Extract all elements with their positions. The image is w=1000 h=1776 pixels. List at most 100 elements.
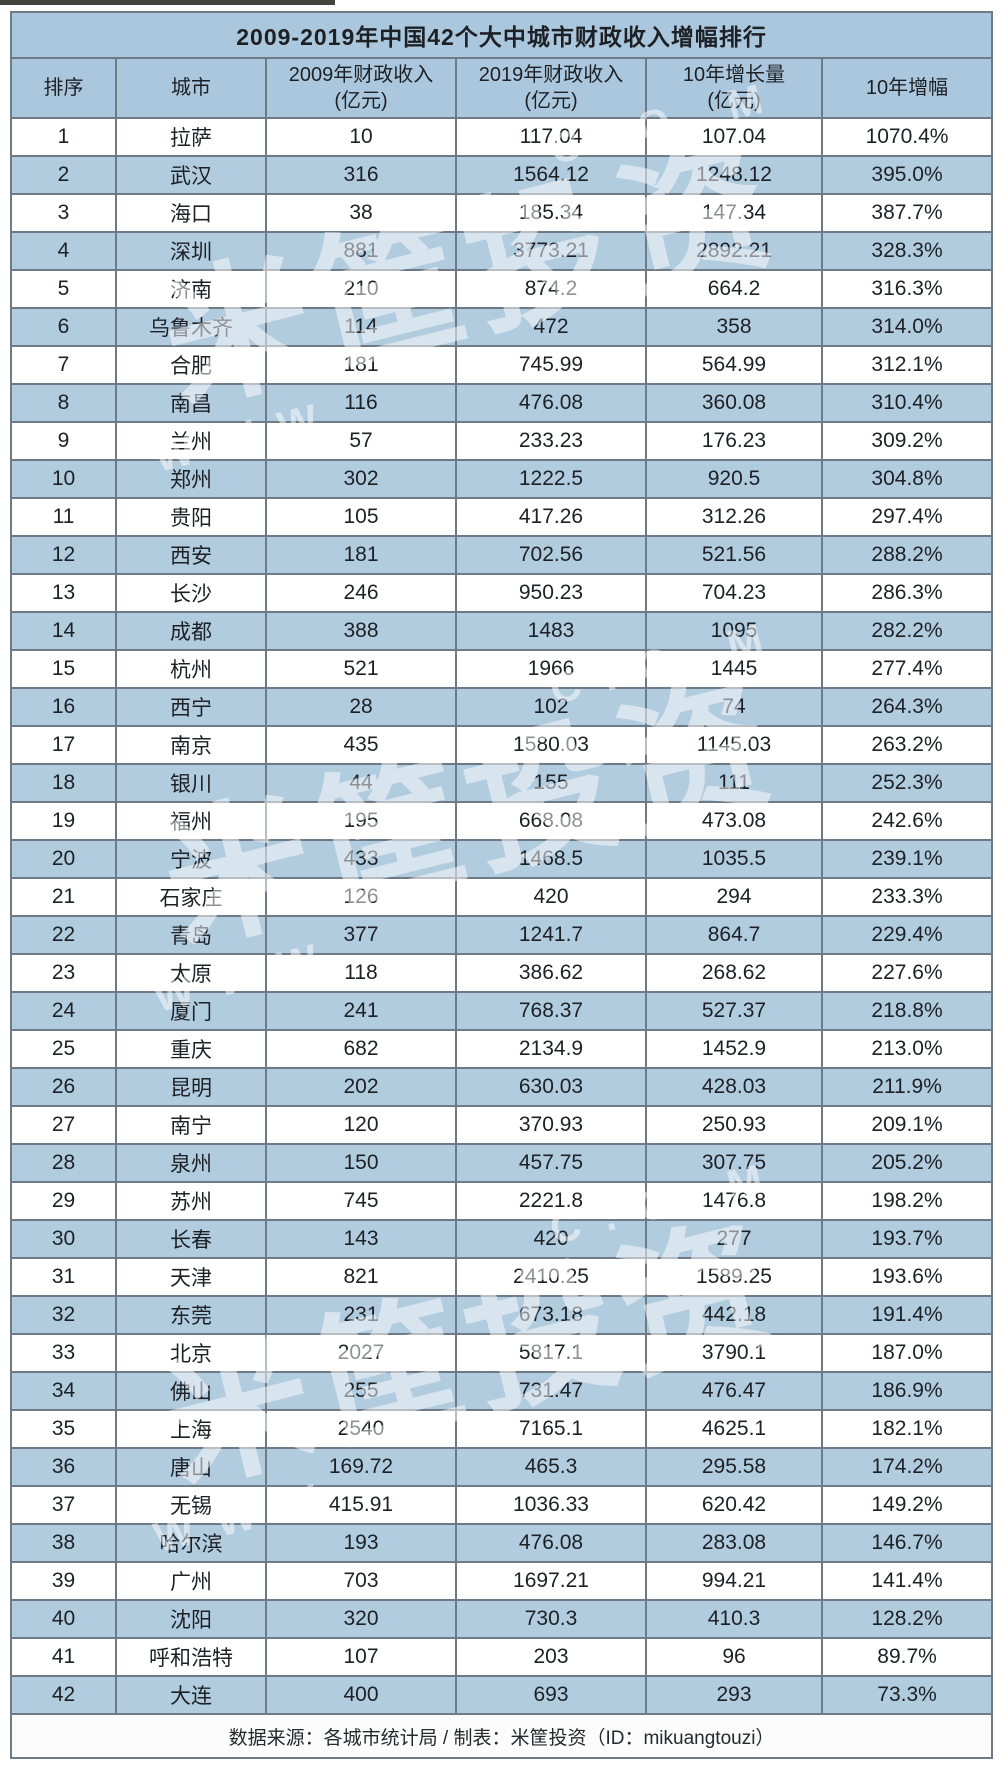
table-row: 16 西宁 28 102 74 264.3%	[10, 687, 994, 727]
table-row: 41 呼和浩特 107 203 96 89.7%	[10, 1637, 994, 1677]
revenue-2019-cell: 417.26	[455, 497, 647, 537]
growth-rate-cell: 316.3%	[820, 269, 994, 309]
rank-cell: 7	[10, 345, 117, 385]
revenue-2009-cell: 143	[265, 1219, 457, 1259]
revenue-2019-cell: 386.62	[455, 953, 647, 993]
city-cell: 唐山	[115, 1447, 267, 1487]
rank-cell: 22	[10, 915, 117, 955]
rank-cell: 21	[10, 877, 117, 917]
title-row: 2009-2019年中国42个大中城市财政收入增幅排行	[9, 11, 994, 59]
city-cell: 天津	[115, 1257, 267, 1297]
city-cell: 郑州	[115, 459, 267, 499]
growth-amount-cell: 2892.21	[645, 231, 823, 271]
growth-amount-cell: 1095	[645, 611, 823, 651]
column-header-line2: (亿元)	[524, 90, 578, 112]
revenue-2009-cell: 28	[265, 687, 457, 727]
table-row: 40 沈阳 320 730.3 410.3 128.2%	[10, 1599, 994, 1639]
table-row: 36 唐山 169.72 465.3 295.58 174.2%	[10, 1447, 994, 1487]
growth-rate-cell: 387.7%	[820, 193, 994, 233]
growth-amount-cell: 277	[645, 1219, 823, 1259]
column-header-line1: 2019年财政收入	[478, 64, 624, 86]
table-row: 25 重庆 682 2134.9 1452.9 213.0%	[10, 1029, 994, 1069]
rank-cell: 29	[10, 1181, 117, 1221]
city-cell: 青岛	[115, 915, 267, 955]
rank-cell: 31	[10, 1257, 117, 1297]
revenue-2009-cell: 181	[265, 535, 457, 575]
table-row: 6 乌鲁木齐 114 472 358 314.0%	[10, 307, 994, 347]
rank-cell: 26	[10, 1067, 117, 1107]
revenue-2009-cell: 377	[265, 915, 457, 955]
revenue-2009-cell: 105	[265, 497, 457, 537]
rank-cell: 34	[10, 1371, 117, 1411]
table-row: 12 西安 181 702.56 521.56 288.2%	[10, 535, 994, 575]
growth-rate-cell: 191.4%	[820, 1295, 994, 1335]
growth-amount-cell: 1145.03	[645, 725, 823, 765]
revenue-2019-cell: 476.08	[455, 1523, 647, 1563]
revenue-2019-cell: 102	[455, 687, 647, 727]
growth-amount-cell: 864.7	[645, 915, 823, 955]
revenue-2009-cell: 682	[265, 1029, 457, 1069]
revenue-2009-cell: 169.72	[265, 1447, 457, 1487]
revenue-2009-cell: 320	[265, 1599, 457, 1639]
growth-amount-cell: 664.2	[645, 269, 823, 309]
revenue-2009-cell: 400	[265, 1675, 457, 1715]
revenue-2009-cell: 433	[265, 839, 457, 879]
column-header: 2009年财政收入 (亿元)	[265, 57, 457, 119]
growth-amount-cell: 564.99	[645, 345, 823, 385]
growth-amount-cell: 74	[645, 687, 823, 727]
growth-amount-cell: 428.03	[645, 1067, 823, 1107]
revenue-2019-cell: 472	[455, 307, 647, 347]
growth-rate-cell: 227.6%	[820, 953, 994, 993]
city-cell: 沈阳	[115, 1599, 267, 1639]
rank-cell: 17	[10, 725, 117, 765]
growth-rate-cell: 149.2%	[820, 1485, 994, 1525]
revenue-2009-cell: 241	[265, 991, 457, 1031]
city-cell: 北京	[115, 1333, 267, 1373]
rank-cell: 40	[10, 1599, 117, 1639]
top-edge-artifact	[0, 0, 335, 5]
city-cell: 南昌	[115, 383, 267, 423]
growth-rate-cell: 239.1%	[820, 839, 994, 879]
growth-rate-cell: 309.2%	[820, 421, 994, 461]
column-header: 2019年财政收入 (亿元)	[455, 57, 647, 119]
revenue-2019-cell: 693	[455, 1675, 647, 1715]
rank-cell: 28	[10, 1143, 117, 1183]
revenue-2009-cell: 193	[265, 1523, 457, 1563]
column-header: 城市	[115, 57, 267, 119]
table-row: 24 厦门 241 768.37 527.37 218.8%	[10, 991, 994, 1031]
revenue-2009-cell: 150	[265, 1143, 457, 1183]
revenue-2019-cell: 1966	[455, 649, 647, 689]
revenue-2009-cell: 38	[265, 193, 457, 233]
growth-amount-cell: 920.5	[645, 459, 823, 499]
city-cell: 太原	[115, 953, 267, 993]
growth-rate-cell: 198.2%	[820, 1181, 994, 1221]
column-header-line1: 10年增长量	[682, 64, 786, 86]
city-cell: 济南	[115, 269, 267, 309]
rank-cell: 11	[10, 497, 117, 537]
revenue-2009-cell: 302	[265, 459, 457, 499]
growth-rate-cell: 314.0%	[820, 307, 994, 347]
table-row: 2 武汉 316 1564.12 1248.12 395.0%	[10, 155, 994, 195]
city-cell: 福州	[115, 801, 267, 841]
revenue-2019-cell: 370.93	[455, 1105, 647, 1145]
table-row: 21 石家庄 126 420 294 233.3%	[10, 877, 994, 917]
growth-amount-cell: 358	[645, 307, 823, 347]
revenue-2009-cell: 10	[265, 117, 457, 157]
growth-rate-cell: 229.4%	[820, 915, 994, 955]
city-cell: 重庆	[115, 1029, 267, 1069]
growth-amount-cell: 295.58	[645, 1447, 823, 1487]
rank-cell: 25	[10, 1029, 117, 1069]
revenue-2019-cell: 702.56	[455, 535, 647, 575]
growth-rate-cell: 89.7%	[820, 1637, 994, 1677]
city-cell: 深圳	[115, 231, 267, 271]
revenue-2009-cell: 118	[265, 953, 457, 993]
rank-cell: 1	[10, 117, 117, 157]
table-row: 30 长春 143 420 277 193.7%	[10, 1219, 994, 1259]
city-cell: 南宁	[115, 1105, 267, 1145]
revenue-2009-cell: 107	[265, 1637, 457, 1677]
city-cell: 乌鲁木齐	[115, 307, 267, 347]
growth-amount-cell: 3790.1	[645, 1333, 823, 1373]
growth-rate-cell: 205.2%	[820, 1143, 994, 1183]
rank-cell: 2	[10, 155, 117, 195]
